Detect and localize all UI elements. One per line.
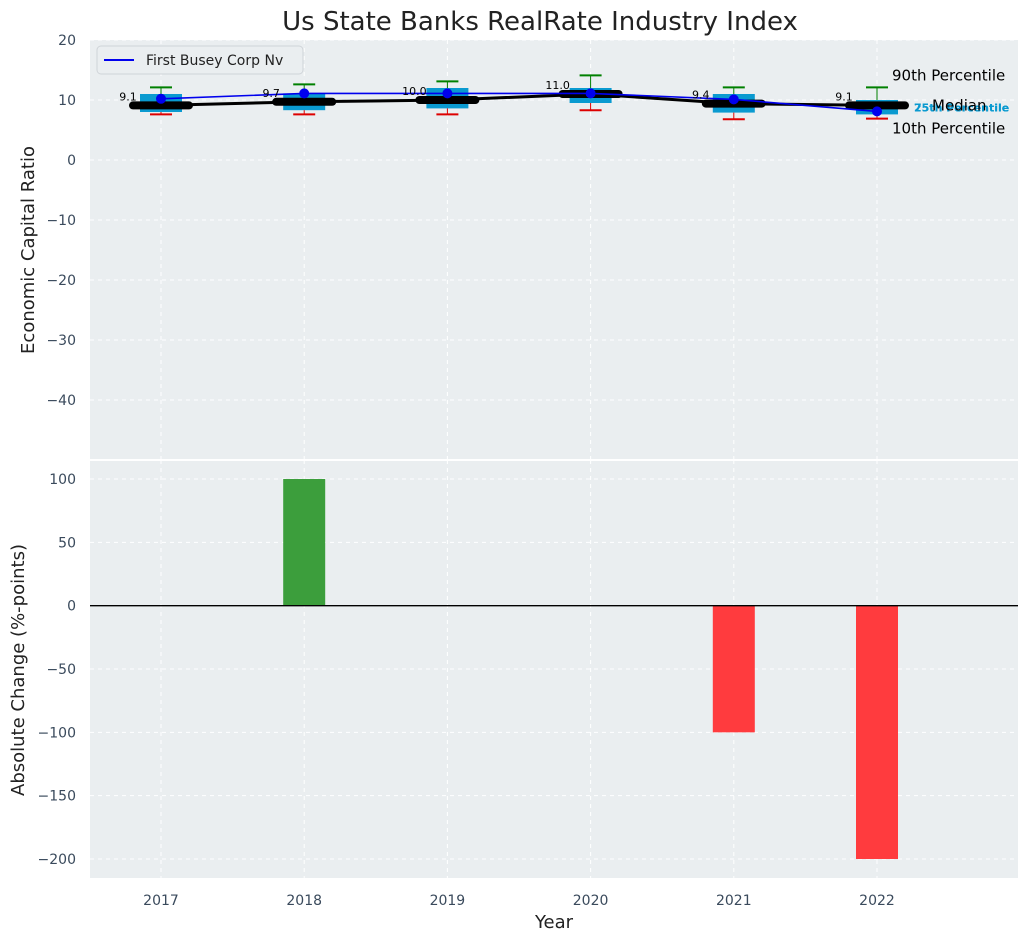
x-tick-label: 2022 (859, 893, 895, 909)
bottom-panel: 100 50 0 −50 −100 −150 −200 Absolute Change (%… (8, 459, 1018, 933)
top-gridlines (90, 39, 1018, 460)
bottom-y-tick-label: −150 (38, 789, 76, 805)
x-tick-label: 2018 (286, 893, 322, 909)
top-y-tick-label: −40 (46, 393, 76, 409)
bottom-marks (90, 479, 1018, 859)
median-value-label: 9.1 (835, 90, 853, 103)
top-y-axis-label: Economic Capital Ratio (18, 146, 39, 354)
legend: First Busey Corp Nv (96, 45, 304, 75)
annotation-90th-percentile: 90th Percentile (892, 66, 1005, 84)
x-tick-label: 2020 (573, 893, 609, 909)
company-line (160, 92, 878, 113)
top-y-tick-label: 0 (67, 153, 76, 169)
top-panel: 20 10 0 −10 −20 −30 −40 Economic Capital Ratio… (18, 33, 1018, 460)
top-marks: 9.1 9.7 10.0 11.0 9.4 9.1 (119, 74, 909, 121)
company-point (299, 88, 310, 99)
bottom-y-tick-label: 100 (49, 472, 76, 488)
company-point (872, 106, 882, 117)
bottom-y-tick-label: 50 (58, 535, 76, 551)
legend-label: First Busey Corp Nv (146, 53, 283, 69)
change-bar (856, 605, 898, 859)
median-value-label: 9.4 (692, 89, 710, 102)
median-value-label: 9.1 (119, 90, 137, 103)
median-value-label: 9.7 (262, 87, 280, 100)
company-point (728, 94, 739, 105)
top-y-tick-label: 10 (58, 93, 76, 109)
company-point (156, 93, 166, 104)
company-point (442, 88, 453, 99)
top-y-tick-label: −20 (46, 273, 76, 289)
annotation-75th-percentile: 75th Percentile (914, 101, 1009, 114)
bottom-y-tick-label: −100 (38, 725, 76, 741)
top-y-tick-labels: 20 10 0 −10 −20 −30 −40 (46, 33, 76, 409)
x-tick-label: 2021 (716, 893, 752, 909)
chart-title: Us State Banks RealRate Industry Index (282, 7, 798, 37)
annotation-25th-percentile: 25th Percentile (914, 101, 1009, 114)
bottom-y-tick-label: −200 (38, 852, 76, 868)
annotation-10th-percentile: 10th Percentile (892, 120, 1005, 138)
bottom-y-axis-label: Absolute Change (%-points) (8, 544, 29, 796)
legend-box (96, 45, 304, 75)
median-value-label: 10.0 (402, 85, 427, 98)
bottom-y-tick-label: 0 (67, 599, 76, 615)
x-tick-label: 2019 (430, 893, 466, 909)
top-y-tick-label: 20 (58, 33, 76, 49)
top-y-tick-label: −30 (46, 333, 76, 349)
median-value-label: 11.0 (545, 79, 570, 92)
change-bar (283, 479, 326, 606)
bottom-y-tick-labels: 100 50 0 −50 −100 −150 −200 (38, 472, 76, 868)
annotation-median: Median (932, 96, 987, 114)
x-tick-labels: 2017 2018 2019 2020 2021 2022 (143, 893, 895, 909)
bottom-y-tick-label: −50 (46, 662, 76, 678)
change-bar (712, 605, 755, 733)
x-tick-label: 2017 (143, 893, 179, 909)
x-axis-label: Year (534, 912, 574, 933)
company-point (585, 88, 596, 99)
top-y-tick-label: −10 (46, 213, 76, 229)
